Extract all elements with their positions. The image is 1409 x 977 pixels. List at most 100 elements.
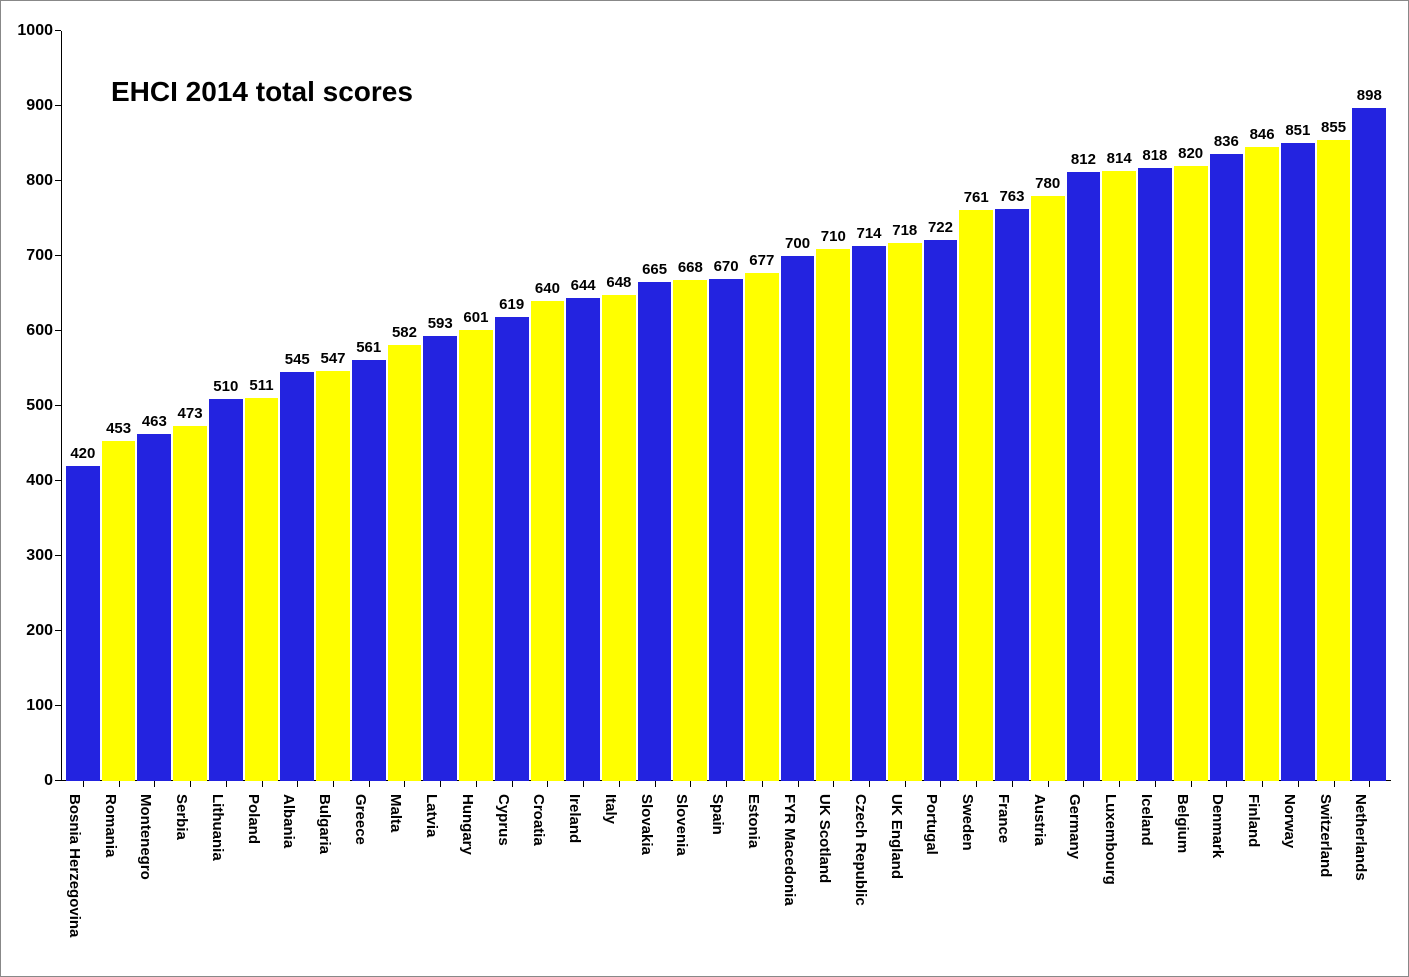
- bar: 763: [995, 209, 1029, 781]
- bar: 818: [1138, 168, 1172, 782]
- x-axis-label: Cyprus: [495, 794, 512, 846]
- x-axis-label: FYR Macedonia: [781, 794, 798, 906]
- bar-slot: 722: [923, 31, 959, 781]
- x-tick-mark: [869, 781, 870, 787]
- x-label-slot: Serbia: [172, 786, 208, 966]
- bar-slot: 677: [744, 31, 780, 781]
- x-axis-label: Austria: [1031, 794, 1048, 846]
- bar-value-label: 582: [392, 324, 417, 341]
- bar-value-label: 820: [1178, 145, 1203, 162]
- x-axis-label: Greece: [352, 794, 369, 845]
- x-axis-label: Switzerland: [1317, 794, 1334, 877]
- x-label-slot: Lithuania: [208, 786, 244, 966]
- x-tick-mark: [1012, 781, 1013, 787]
- x-label-slot: Greece: [351, 786, 387, 966]
- x-tick-mark: [833, 781, 834, 787]
- x-label-slot: Malta: [387, 786, 423, 966]
- bar-value-label: 898: [1357, 87, 1382, 104]
- x-label-slot: UK England: [887, 786, 923, 966]
- x-label-slot: Denmark: [1209, 786, 1245, 966]
- x-axis-label: Slovenia: [673, 794, 690, 856]
- x-axis-label: Iceland: [1138, 794, 1155, 846]
- bar: 582: [388, 345, 422, 782]
- bar: 855: [1317, 140, 1351, 781]
- x-tick-mark: [976, 781, 977, 787]
- x-axis-label: Lithuania: [209, 794, 226, 861]
- plot-area: EHCI 2014 total scores 01002003004005006…: [61, 31, 1391, 781]
- x-label-slot: Austria: [1030, 786, 1066, 966]
- bar: 898: [1352, 108, 1386, 782]
- chart-container: EHCI 2014 total scores 01002003004005006…: [0, 0, 1409, 977]
- y-tick-label: 1000: [17, 22, 53, 40]
- bar: 812: [1067, 172, 1101, 781]
- bar: 851: [1281, 143, 1315, 781]
- x-tick-mark: [440, 781, 441, 787]
- x-axis-label: Portugal: [923, 794, 940, 855]
- bar-slot: 665: [637, 31, 673, 781]
- bar: 677: [745, 273, 779, 781]
- x-tick-mark: [547, 781, 548, 787]
- x-label-slot: Luxembourg: [1101, 786, 1137, 966]
- bar-value-label: 855: [1321, 119, 1346, 136]
- bar: 619: [495, 317, 529, 781]
- y-tick-label: 900: [26, 97, 53, 115]
- bar-value-label: 648: [606, 274, 631, 291]
- bar: 473: [173, 426, 207, 781]
- bar-value-label: 420: [70, 445, 95, 462]
- x-label-slot: UK Scotland: [815, 786, 851, 966]
- bar-slot: 463: [136, 31, 172, 781]
- x-tick-mark: [476, 781, 477, 787]
- x-tick-mark: [297, 781, 298, 787]
- x-tick-mark: [1155, 781, 1156, 787]
- bar-value-label: 814: [1107, 150, 1132, 167]
- y-tick-label: 400: [26, 472, 53, 490]
- x-label-slot: Latvia: [422, 786, 458, 966]
- bar: 593: [423, 336, 457, 781]
- bar: 547: [316, 371, 350, 781]
- bar-value-label: 846: [1250, 126, 1275, 143]
- bar: 453: [102, 441, 136, 781]
- bar-value-label: 463: [142, 413, 167, 430]
- bar-slot: 700: [780, 31, 816, 781]
- x-label-slot: Iceland: [1137, 786, 1173, 966]
- y-tick-label: 300: [26, 547, 53, 565]
- bar-slot: 851: [1280, 31, 1316, 781]
- bar-value-label: 851: [1285, 122, 1310, 139]
- x-tick-mark: [1048, 781, 1049, 787]
- x-axis-label: Bulgaria: [316, 794, 333, 854]
- x-tick-mark: [262, 781, 263, 787]
- y-tick-label: 800: [26, 172, 53, 190]
- bar-slot: 820: [1173, 31, 1209, 781]
- bar-slot: 619: [494, 31, 530, 781]
- x-tick-mark: [404, 781, 405, 787]
- x-label-slot: Norway: [1280, 786, 1316, 966]
- bar-value-label: 593: [428, 315, 453, 332]
- bar-slot: 818: [1137, 31, 1173, 781]
- x-axis-label: Poland: [245, 794, 262, 844]
- x-tick-mark: [512, 781, 513, 787]
- bar-slot: 846: [1244, 31, 1280, 781]
- x-label-slot: Finland: [1244, 786, 1280, 966]
- bar-slot: 780: [1030, 31, 1066, 781]
- bar-value-label: 453: [106, 420, 131, 437]
- bar-slot: 473: [172, 31, 208, 781]
- bar-slot: 718: [887, 31, 923, 781]
- bar-slot: 453: [101, 31, 137, 781]
- x-tick-mark: [798, 781, 799, 787]
- x-label-slot: Romania: [101, 786, 137, 966]
- y-tick-label: 700: [26, 247, 53, 265]
- x-axis-label: Germany: [1066, 794, 1083, 859]
- x-label-slot: Cyprus: [494, 786, 530, 966]
- x-label-slot: Hungary: [458, 786, 494, 966]
- bar-value-label: 665: [642, 261, 667, 278]
- x-labels: Bosnia HerzegovinaRomaniaMontenegroSerbi…: [61, 786, 1391, 966]
- x-tick-mark: [369, 781, 370, 787]
- x-axis-label: Sweden: [959, 794, 976, 851]
- x-tick-mark: [1119, 781, 1120, 787]
- bar: 718: [888, 243, 922, 782]
- bar: 463: [137, 434, 171, 781]
- x-label-slot: Bosnia Herzegovina: [65, 786, 101, 966]
- x-tick-mark: [690, 781, 691, 787]
- bar-slot: 593: [422, 31, 458, 781]
- x-tick-mark: [1226, 781, 1227, 787]
